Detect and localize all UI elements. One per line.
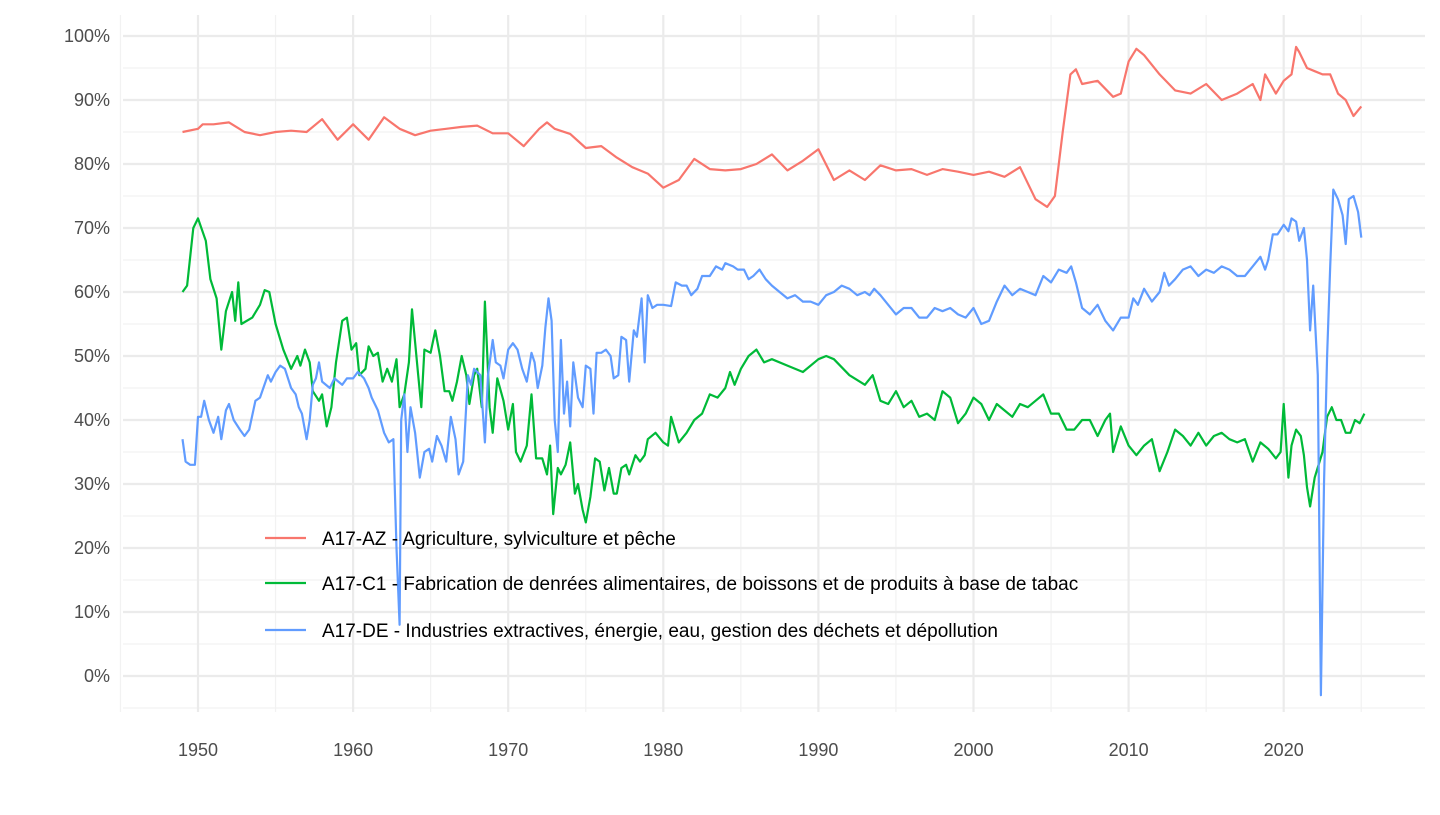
x-tick-label: 1960 [333,740,373,760]
series-lines [181,45,1366,697]
series-line-0 [182,45,1363,208]
y-tick-label: 100% [64,26,110,46]
major-gridlines [123,15,1425,712]
x-tick-label: 2010 [1109,740,1149,760]
y-tick-label: 20% [74,538,110,558]
x-tick-label: 2020 [1264,740,1304,760]
y-axis-tick-labels: 0% 10% 20% 30% 40% 50% 60% 70% 80% 90% 100% [64,26,110,686]
series-line-2 [181,188,1363,697]
x-tick-label: 1990 [798,740,838,760]
y-tick-label: 0% [84,666,110,686]
legend-label-1: A17-C1 - Fabrication de denrées alimenta… [322,574,1078,595]
minor-gridlines [119,15,1425,712]
legend: A17-AZ - Agriculture, sylviculture et pê… [265,529,1078,642]
x-tick-label: 1970 [488,740,528,760]
x-axis-tick-labels: 1950 1960 1970 1980 1990 2000 2010 2020 [178,740,1304,760]
y-tick-label: 30% [74,474,110,494]
y-tick-label: 40% [74,410,110,430]
y-tick-label: 50% [74,346,110,366]
series-line-1 [181,217,1366,524]
x-tick-label: 2000 [953,740,993,760]
x-tick-label: 1980 [643,740,683,760]
legend-label-2: A17-DE - Industries extractives, énergie… [322,621,998,642]
legend-label-0: A17-AZ - Agriculture, sylviculture et pê… [322,529,676,550]
y-tick-label: 80% [74,154,110,174]
y-tick-label: 60% [74,282,110,302]
y-tick-label: 90% [74,90,110,110]
x-tick-label: 1950 [178,740,218,760]
y-tick-label: 10% [74,602,110,622]
y-tick-label: 70% [74,218,110,238]
